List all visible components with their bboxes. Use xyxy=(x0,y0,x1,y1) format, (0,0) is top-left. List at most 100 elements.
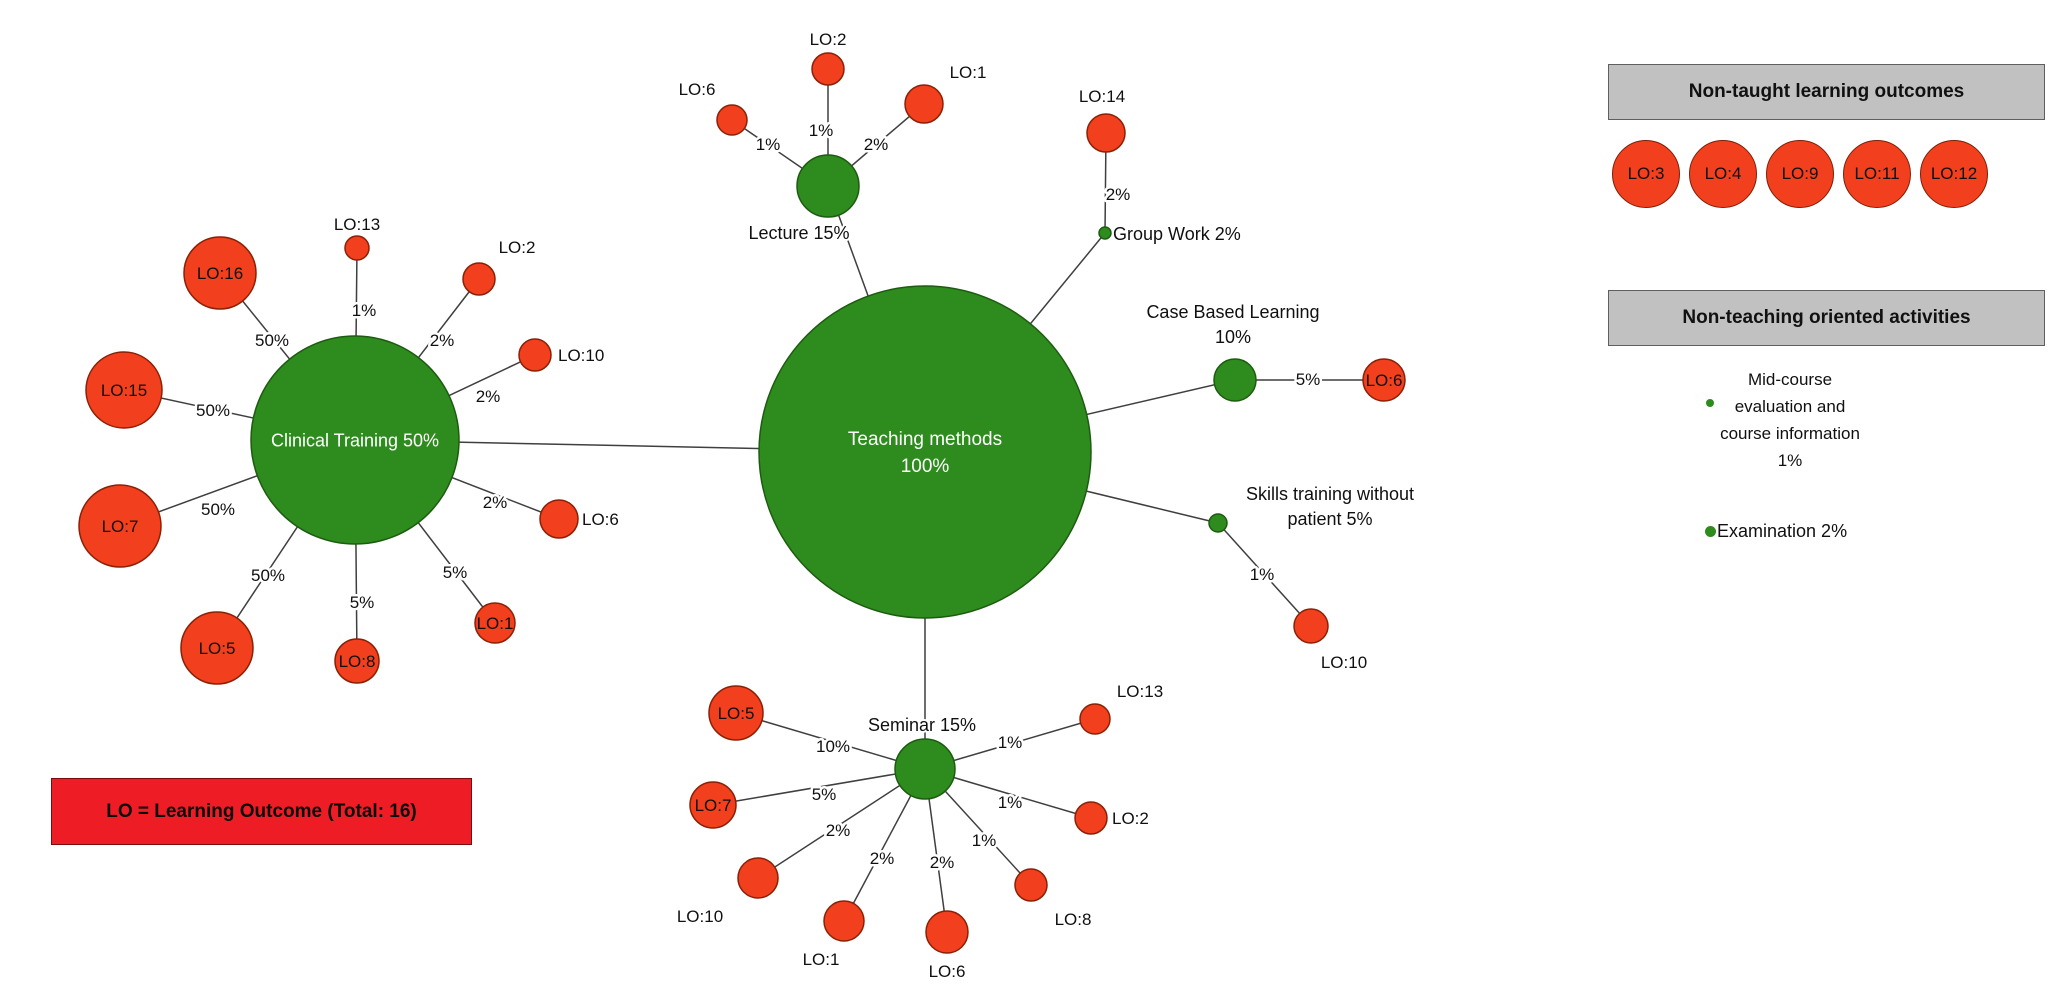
node-lo8-cl: LO:8 xyxy=(334,638,380,684)
node-label-lo1-sem: LO:1 xyxy=(803,950,840,969)
edge-label-seminar-lo6-sem: 2% xyxy=(930,853,955,872)
edge-label-seminar-lo2-sem: 1% xyxy=(998,793,1023,812)
node-label-lo10-skills: LO:10 xyxy=(1321,653,1367,672)
node-label-lo10-sem: LO:10 xyxy=(677,907,723,926)
outcome-circle-lo5-sem xyxy=(708,685,764,741)
outcome-circle-lo2-sem xyxy=(1074,801,1108,835)
node-seminar: Seminar 15% xyxy=(866,713,978,800)
outcome-chip-lo9: LO:9 xyxy=(1766,140,1834,208)
method-circle-teaching xyxy=(758,285,1092,619)
outcome-circle-lo10-skills xyxy=(1293,608,1329,644)
non-taught-header: Non-taught learning outcomes xyxy=(1608,64,2045,120)
node-label-teaching: Teaching methods 100% xyxy=(848,429,1002,477)
edge-label-clinical-lo6-cl: 2% xyxy=(483,493,508,512)
edge-label-lecture-lo1-lec: 2% xyxy=(864,135,889,154)
edge-label-lecture-lo6-lec: 1% xyxy=(756,135,781,154)
node-casebased: Case Based Learning 10% xyxy=(1144,300,1322,402)
edge-label-groupwork-lo14: 2% xyxy=(1106,185,1131,204)
outcome-circle-lo1-sem xyxy=(823,900,865,942)
node-label-casebased: Case Based Learning 10% xyxy=(1146,302,1319,347)
node-label-lo6-cbl: LO:6 xyxy=(1366,371,1403,390)
edge-seminar-lo7-sem xyxy=(712,768,926,806)
method-circle-seminar xyxy=(894,738,956,800)
node-lo6-cl: LO:6 xyxy=(539,499,621,539)
edge-label-clinical-lo5-cl: 50% xyxy=(251,566,285,585)
node-lo5-sem: LO:5 xyxy=(708,685,764,741)
node-lo1-cl: LO:1 xyxy=(474,602,516,644)
node-label-groupwork: Group Work 2% xyxy=(1113,224,1241,244)
method-circle-clinical xyxy=(250,335,460,545)
edge-label-clinical-lo7-cl: 50% xyxy=(201,500,235,519)
examination-dot-icon xyxy=(1705,526,1716,537)
outcome-chip-lo12: LO:12 xyxy=(1920,140,1988,208)
outcome-circle-lo7-sem xyxy=(689,781,737,829)
outcome-circle-lo16 xyxy=(183,236,257,310)
method-circle-casebased xyxy=(1213,358,1257,402)
outcome-circle-lo10-sem xyxy=(737,857,779,899)
node-lo1-lec: LO:1 xyxy=(904,61,988,124)
node-label-lo7-sem: LO:7 xyxy=(695,796,732,815)
node-groupwork: Group Work 2% xyxy=(1098,222,1243,246)
node-label-lo1-cl: LO:1 xyxy=(477,614,514,633)
edge-label-clinical-lo16: 50% xyxy=(255,331,289,350)
outcome-circle-lo6-cbl xyxy=(1362,358,1406,402)
node-lo2-lec: LO:2 xyxy=(808,28,848,86)
edge-label-seminar-lo1-sem: 2% xyxy=(870,849,895,868)
node-label-lo8-sem: LO:8 xyxy=(1055,910,1092,929)
node-label-lo5-cl: LO:5 xyxy=(199,639,236,658)
node-lo5-cl: LO:5 xyxy=(180,611,254,685)
edge-label-seminar-lo10-sem: 2% xyxy=(826,821,851,840)
edge-seminar-lo5-sem xyxy=(735,712,926,770)
node-lo16: LO:16 xyxy=(183,236,257,310)
outcome-circle-lo5-cl xyxy=(180,611,254,685)
node-lo2-sem: LO:2 xyxy=(1074,801,1151,835)
outcome-circle-lo8-sem xyxy=(1014,868,1048,902)
node-skills: Skills training without patient 5% xyxy=(1208,482,1416,533)
node-label-lecture: Lecture 15% xyxy=(748,223,849,243)
outcome-circle-lo2-cl xyxy=(462,262,496,296)
edge-label-clinical-lo1-cl: 5% xyxy=(443,563,468,582)
outcome-circle-lo2-lec xyxy=(811,52,845,86)
edge-skills-lo10-skills xyxy=(1217,522,1312,627)
node-label-lo5-sem: LO:5 xyxy=(718,704,755,723)
node-label-lo6-sem: LO:6 xyxy=(929,962,966,981)
node-lo6-cbl: LO:6 xyxy=(1362,358,1406,402)
midcourse-line-1: Mid-course xyxy=(1747,370,1833,389)
node-label-lo2-cl: LO:2 xyxy=(499,238,536,257)
legend-box: LO = Learning Outcome (Total: 16) xyxy=(51,778,472,845)
node-clinical: Clinical Training 50% xyxy=(250,335,460,545)
outcome-circle-lo15 xyxy=(85,351,163,429)
edge-label-seminar-lo13-sem: 1% xyxy=(998,733,1023,752)
edge-label-clinical-lo13-cl: 1% xyxy=(352,301,377,320)
node-lo10-skills: LO:10 xyxy=(1293,608,1369,674)
outcome-circle-lo6-cl xyxy=(539,499,579,539)
node-label-lo6-cl: LO:6 xyxy=(582,510,619,529)
node-label-clinical: Clinical Training 50% xyxy=(271,430,439,450)
node-label-lo13-sem: LO:13 xyxy=(1117,682,1163,701)
node-lo6-sem: LO:6 xyxy=(925,910,969,983)
node-label-lo6-lec: LO:6 xyxy=(679,80,716,99)
edge-label-seminar-lo8-sem: 1% xyxy=(972,831,997,850)
method-circle-skills xyxy=(1208,513,1228,533)
examination-activity: Examination 2% xyxy=(1705,521,1847,542)
node-lo6-lec: LO:6 xyxy=(677,78,748,136)
midcourse-activity: Mid-course evaluation and course informa… xyxy=(1615,366,1965,474)
outcome-circle-lo13-cl xyxy=(344,235,370,261)
outcome-circle-lo6-sem xyxy=(925,910,969,954)
node-lo7-cl: LO:7 xyxy=(78,484,162,568)
examination-label: Examination 2% xyxy=(1717,521,1848,541)
outcome-circle-lo6-lec xyxy=(716,104,748,136)
outcome-chip-lo3: LO:3 xyxy=(1612,140,1680,208)
edge-seminar-lo10-sem xyxy=(757,768,926,879)
outcome-chip-lo4: LO:4 xyxy=(1689,140,1757,208)
node-lo8-sem: LO:8 xyxy=(1014,868,1093,931)
node-label-lo14: LO:14 xyxy=(1079,87,1125,106)
edge-label-skills-lo10-skills: 1% xyxy=(1250,565,1275,584)
edge-label-casebased-lo6-cbl: 5% xyxy=(1296,370,1321,389)
edge-label-clinical-lo8-cl: 5% xyxy=(350,593,375,612)
node-lo10-sem: LO:10 xyxy=(675,857,779,928)
node-teaching: Teaching methods 100% xyxy=(758,285,1092,619)
outcome-circle-lo14 xyxy=(1086,113,1126,153)
